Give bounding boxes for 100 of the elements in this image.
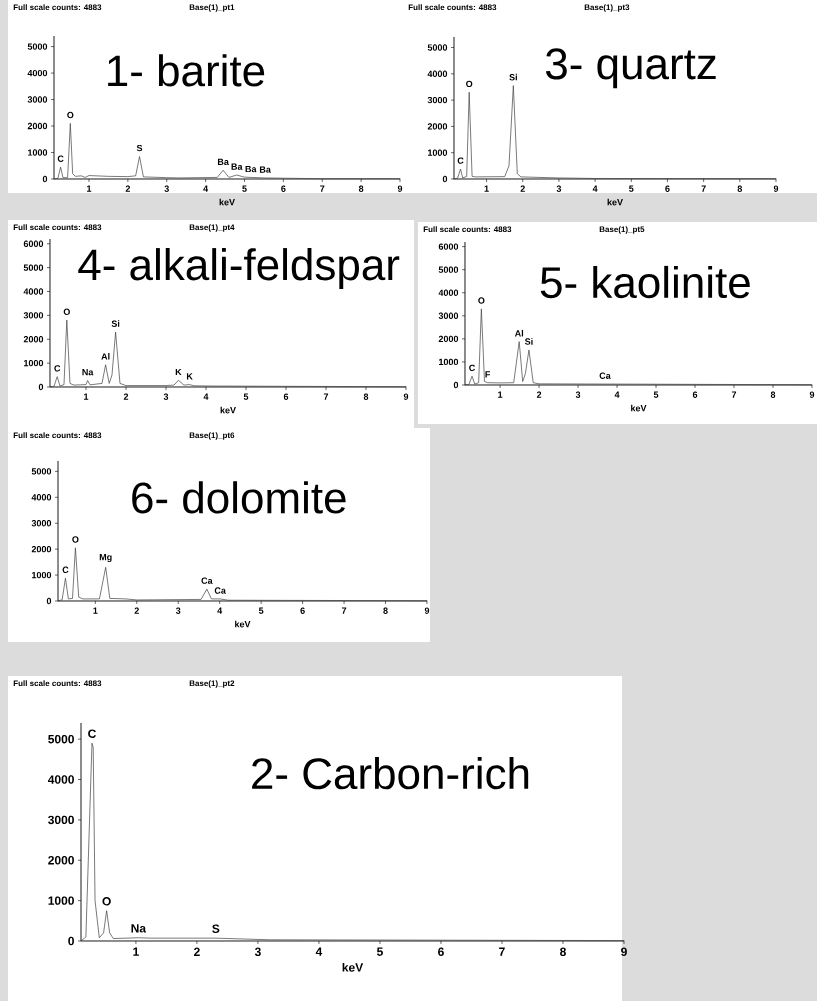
- x-tick-label: 9: [424, 607, 430, 614]
- y-tick-label: 3000: [427, 96, 448, 104]
- annotation: O: [63, 308, 71, 315]
- x-tick-label: 7: [732, 391, 737, 398]
- x-tick-label: 5: [259, 607, 264, 614]
- chart-title: Full scale counts: 4883: [13, 224, 102, 231]
- annotation: Ca: [201, 577, 213, 584]
- annotation: C: [57, 155, 64, 162]
- y-tick-label: 3000: [23, 312, 44, 319]
- x-tick-label: 2: [194, 947, 200, 956]
- x-tick-label: 6: [283, 393, 289, 400]
- chart-subtitle: Base(1)_pt6: [189, 432, 235, 440]
- x-tick-label: 8: [560, 947, 567, 957]
- x-tick-label: 8: [770, 391, 776, 398]
- x-tick-label: 5: [243, 393, 249, 400]
- y-tick-label: 4000: [427, 70, 448, 78]
- y-tick-label: 3000: [438, 312, 459, 319]
- chart-title: Full scale counts: 4883: [13, 432, 102, 439]
- x-tick-label: 9: [403, 393, 409, 400]
- x-tick-label: 9: [621, 947, 627, 957]
- annotation: Mg: [99, 553, 112, 563]
- x-tick-label: 8: [737, 185, 743, 192]
- y-tick-label: 1000: [28, 149, 48, 156]
- y-tick-label: 4000: [31, 494, 52, 501]
- x-axis-title: keV: [220, 406, 237, 414]
- x-tick-label: 1: [84, 393, 89, 400]
- x-tick-label: 6: [665, 185, 670, 192]
- y-tick-label: 5000: [438, 266, 459, 273]
- x-tick-label: 2: [123, 393, 129, 400]
- chart-title: Full scale counts: 4883: [423, 226, 512, 233]
- x-tick-label: 4: [203, 393, 209, 400]
- x-tick-label: 2: [536, 391, 542, 398]
- chart-title: Full scale counts: 4883: [13, 680, 102, 687]
- y-tick-label: 1000: [32, 571, 52, 579]
- y-tick-label: 3000: [48, 815, 75, 825]
- annotation: Ba: [245, 165, 257, 173]
- y-tick-label: 1000: [439, 358, 459, 366]
- x-tick-label: 2: [134, 607, 140, 614]
- x-tick-label: 3: [556, 185, 562, 192]
- annotation: Si: [509, 73, 518, 81]
- y-tick-label: 4000: [438, 289, 459, 296]
- annotation: Ba: [218, 158, 230, 166]
- x-tick-label: 3: [164, 185, 170, 192]
- y-tick-label: 5000: [427, 44, 448, 51]
- annotation: F: [485, 371, 491, 378]
- x-tick-label: 1: [133, 947, 139, 956]
- y-tick-label: 5000: [23, 264, 44, 271]
- annotation: O: [102, 897, 111, 906]
- chart-subtitle: Base(1)_pt3: [584, 4, 630, 12]
- y-tick-label: 4000: [27, 69, 48, 77]
- annotation: 6- dolomite: [132, 481, 346, 514]
- y-tick-label: 1000: [428, 149, 448, 156]
- annotation: C: [457, 157, 464, 164]
- annotation: 2- Carbon-rich: [252, 756, 529, 790]
- x-tick-label: 3: [254, 947, 261, 957]
- x-tick-label: 7: [320, 185, 325, 192]
- y-tick-label: 0: [442, 175, 448, 183]
- y-tick-label: 5000: [31, 468, 52, 475]
- annotation: C: [469, 364, 476, 372]
- x-tick-label: 1: [484, 185, 489, 192]
- annotation: Ca: [599, 372, 611, 379]
- annotation: K: [175, 368, 182, 376]
- y-tick-label: 3000: [31, 520, 52, 527]
- annotation: Na: [131, 924, 147, 933]
- x-tick-label: 2: [125, 185, 131, 192]
- y-tick-label: 5000: [48, 734, 75, 744]
- x-tick-label: 3: [575, 391, 581, 398]
- annotation: S: [136, 144, 143, 152]
- y-tick-label: 0: [38, 383, 44, 391]
- x-tick-label: 7: [342, 607, 347, 614]
- annotation: Na: [82, 369, 94, 376]
- y-tick-label: 4000: [48, 775, 75, 784]
- annotation: 3- quartz: [546, 48, 716, 89]
- annotation: Al: [101, 353, 110, 360]
- y-tick-label: 1000: [24, 359, 44, 367]
- y-tick-label: 3000: [27, 96, 48, 103]
- annotation: C: [54, 365, 61, 372]
- y-tick-label: 2000: [438, 335, 459, 343]
- x-tick-label: 8: [383, 607, 388, 614]
- y-tick-label: 0: [68, 936, 75, 946]
- x-axis-title: keV: [235, 620, 251, 628]
- chart-title: Full scale counts: 4883: [13, 4, 102, 11]
- y-tick-label: 0: [453, 381, 459, 389]
- x-tick-label: 5: [377, 947, 384, 956]
- x-tick-label: 2: [520, 185, 525, 192]
- y-tick-label: 4000: [23, 288, 44, 295]
- x-tick-label: 6: [438, 947, 444, 957]
- y-tick-label: 0: [42, 175, 48, 183]
- x-tick-label: 5: [242, 185, 247, 192]
- x-axis-title: keV: [219, 198, 236, 206]
- x-tick-label: 6: [692, 391, 698, 398]
- x-axis-title: keV: [631, 404, 647, 412]
- x-tick-label: 7: [701, 185, 706, 192]
- x-tick-label: 5: [629, 185, 634, 192]
- y-tick-label: 2000: [31, 545, 52, 553]
- x-axis-title: keV: [342, 962, 364, 972]
- annotation: K: [187, 373, 193, 380]
- chart-subtitle: Base(1)_pt4: [189, 224, 235, 232]
- chart-subtitle: Base(1)_pt1: [189, 4, 235, 12]
- y-tick-label: 6000: [438, 243, 459, 250]
